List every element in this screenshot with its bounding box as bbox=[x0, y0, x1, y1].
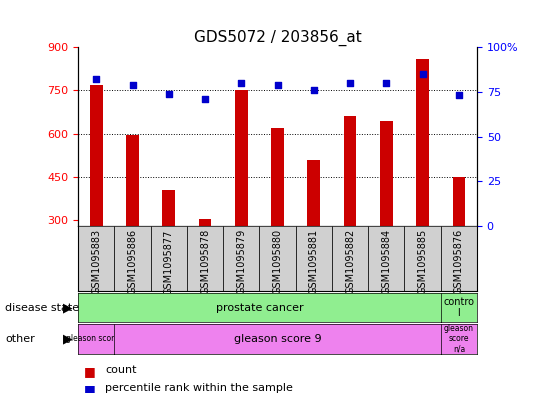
Bar bbox=[223, 226, 259, 291]
Text: ▶: ▶ bbox=[63, 301, 73, 314]
Text: GSM1095880: GSM1095880 bbox=[273, 229, 282, 294]
Bar bbox=[162, 190, 175, 307]
Bar bbox=[187, 226, 223, 291]
Text: ■: ■ bbox=[84, 383, 95, 393]
Bar bbox=[404, 226, 441, 291]
Bar bbox=[296, 226, 332, 291]
Point bbox=[454, 92, 463, 99]
Point bbox=[201, 96, 209, 102]
Text: GSM1095882: GSM1095882 bbox=[345, 229, 355, 294]
Text: gleason score 9: gleason score 9 bbox=[234, 334, 321, 344]
Bar bbox=[307, 160, 320, 307]
Bar bbox=[380, 121, 393, 307]
Bar bbox=[126, 135, 139, 307]
Point bbox=[128, 82, 137, 88]
Text: GSM1095883: GSM1095883 bbox=[91, 229, 101, 294]
Point bbox=[273, 82, 282, 88]
Text: count: count bbox=[105, 365, 136, 375]
Point bbox=[309, 87, 318, 93]
Point bbox=[382, 80, 391, 86]
Bar bbox=[344, 116, 356, 307]
Bar bbox=[235, 90, 248, 307]
Bar bbox=[368, 226, 404, 291]
Text: GSM1095885: GSM1095885 bbox=[418, 229, 427, 294]
Bar bbox=[332, 226, 368, 291]
Text: GSM1095881: GSM1095881 bbox=[309, 229, 319, 294]
Bar bbox=[453, 177, 465, 307]
Text: gleason score 8: gleason score 8 bbox=[66, 334, 126, 343]
Text: GSM1095878: GSM1095878 bbox=[200, 229, 210, 294]
Bar bbox=[271, 128, 284, 307]
Bar bbox=[90, 84, 102, 307]
Point bbox=[237, 80, 246, 86]
Bar bbox=[114, 226, 151, 291]
Text: ■: ■ bbox=[84, 365, 95, 378]
Text: GSM1095886: GSM1095886 bbox=[128, 229, 137, 294]
Bar bbox=[416, 59, 429, 307]
Point bbox=[418, 71, 427, 77]
Bar bbox=[199, 219, 211, 307]
Point bbox=[164, 90, 173, 97]
Text: gleason
score
n/a: gleason score n/a bbox=[444, 324, 474, 354]
Text: GSM1095879: GSM1095879 bbox=[236, 229, 246, 294]
Text: prostate cancer: prostate cancer bbox=[216, 303, 303, 312]
Bar bbox=[78, 226, 114, 291]
Text: contro
l: contro l bbox=[444, 297, 474, 318]
Point bbox=[346, 80, 355, 86]
Bar bbox=[151, 226, 187, 291]
Text: GSM1095877: GSM1095877 bbox=[164, 229, 174, 295]
Title: GDS5072 / 203856_at: GDS5072 / 203856_at bbox=[194, 29, 362, 46]
Text: GSM1095884: GSM1095884 bbox=[382, 229, 391, 294]
Text: other: other bbox=[5, 334, 35, 344]
Text: disease state: disease state bbox=[5, 303, 80, 312]
Text: percentile rank within the sample: percentile rank within the sample bbox=[105, 383, 293, 393]
Bar bbox=[441, 226, 477, 291]
Text: ▶: ▶ bbox=[63, 332, 73, 345]
Bar bbox=[259, 226, 296, 291]
Point bbox=[92, 76, 101, 83]
Text: GSM1095876: GSM1095876 bbox=[454, 229, 464, 294]
